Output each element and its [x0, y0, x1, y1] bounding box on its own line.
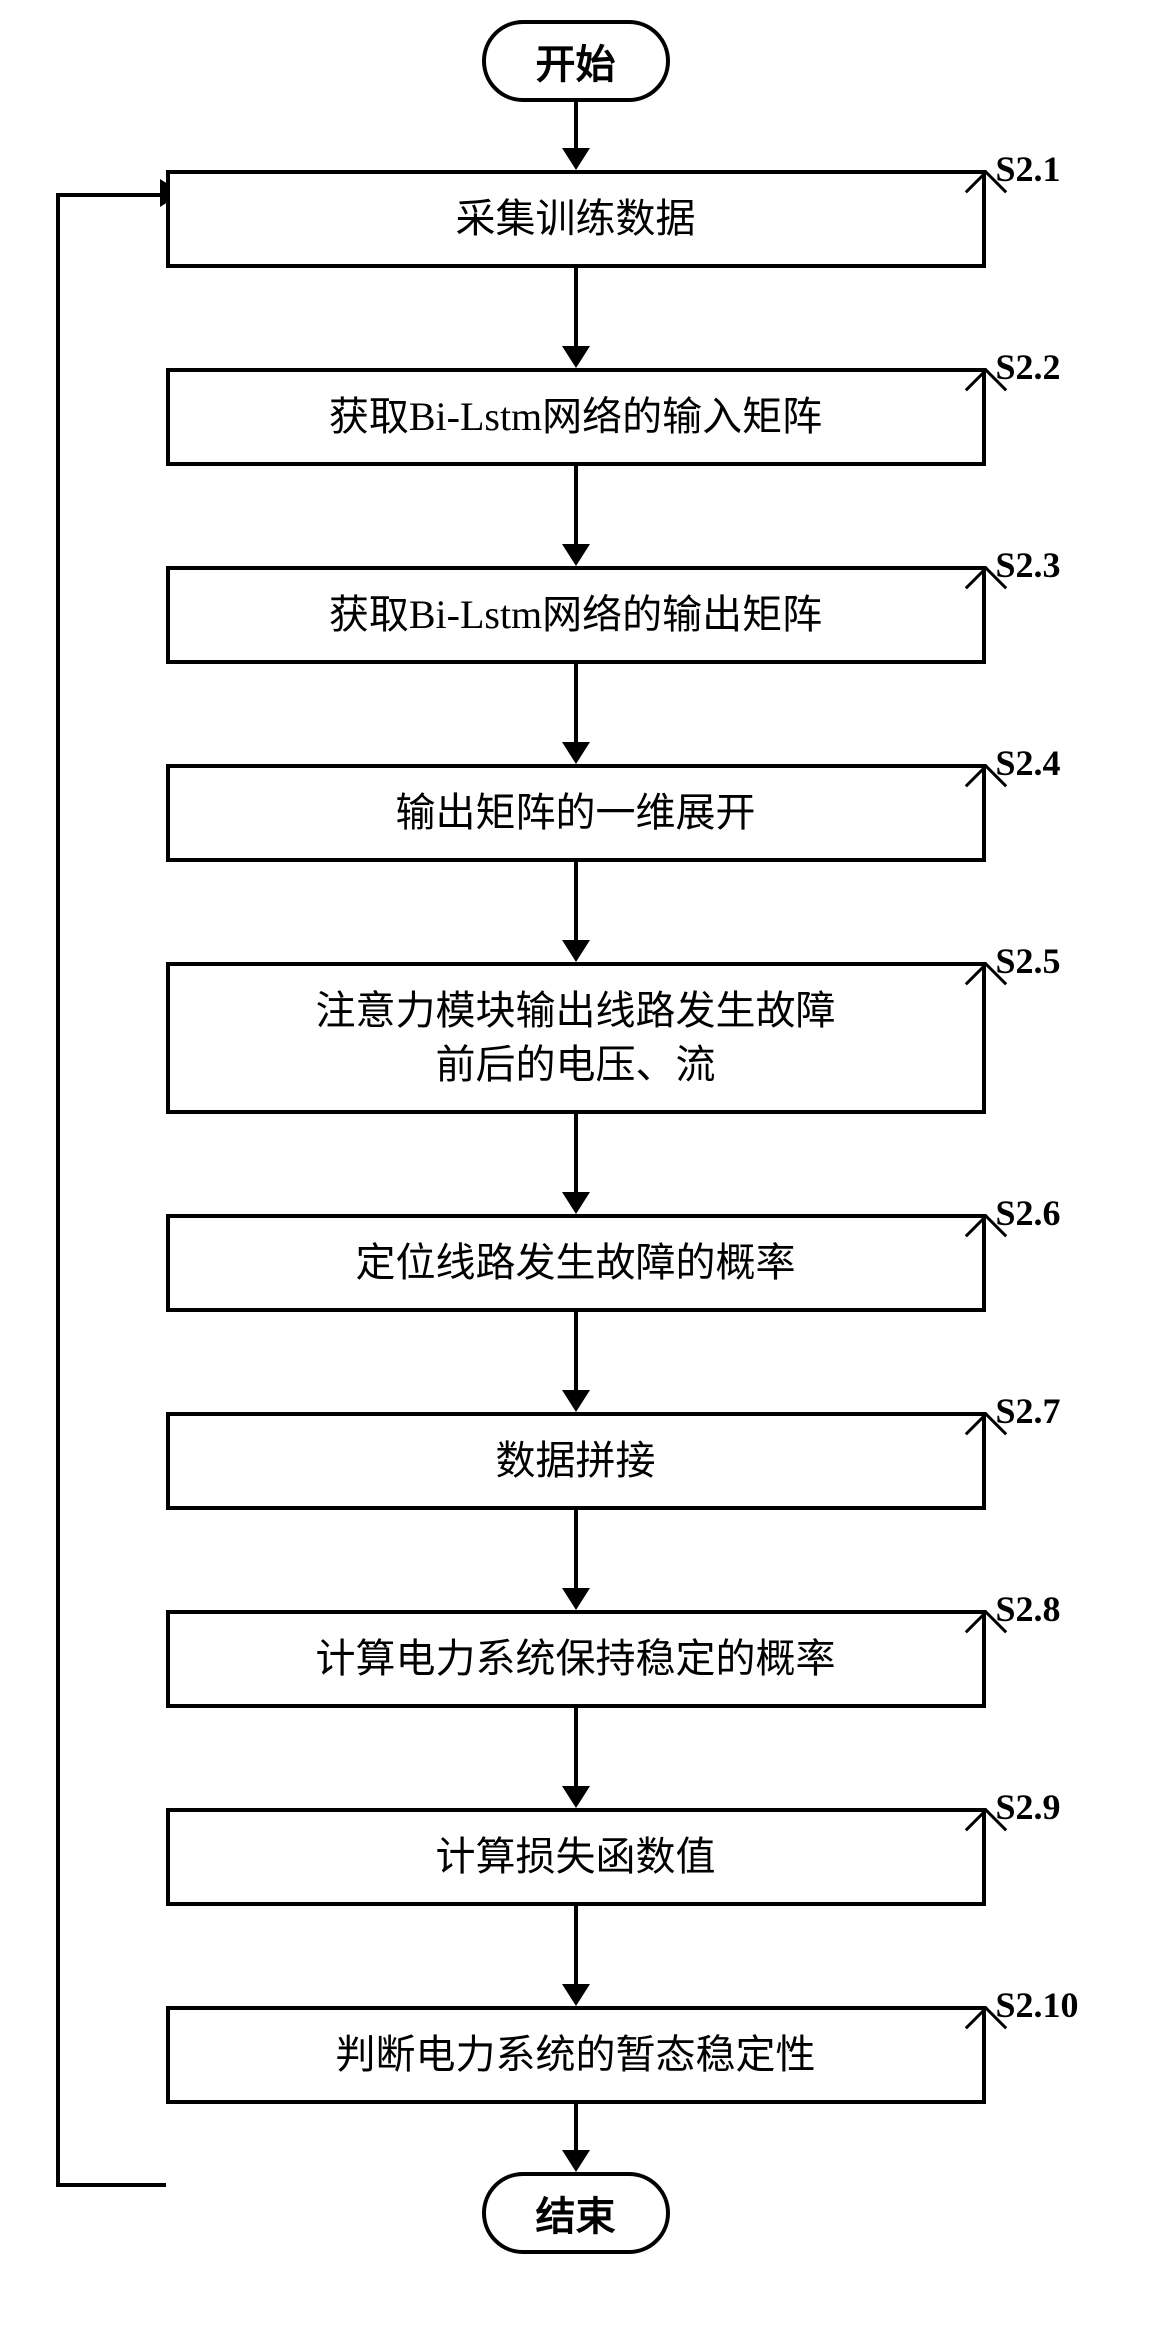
arrow-7-8	[562, 1510, 590, 1610]
process-text-4: 输出矩阵的一维展开	[396, 786, 756, 840]
terminal-end: 结束	[482, 2172, 670, 2254]
process-box-3: 获取Bi-Lstm网络的输出矩阵	[166, 566, 986, 664]
step-row-7: S2.7 数据拼接	[0, 1412, 1151, 1510]
step-label-5: S2.5	[996, 940, 1061, 982]
step-row-6: S2.6 定位线路发生故障的概率	[0, 1214, 1151, 1312]
step-label-7: S2.7	[996, 1390, 1061, 1432]
process-box-8: 计算电力系统保持稳定的概率	[166, 1610, 986, 1708]
arrow-8-9	[562, 1708, 590, 1808]
terminal-start-text: 开始	[536, 42, 616, 87]
arrow-10-end	[562, 2104, 590, 2172]
step-label-3: S2.3	[996, 544, 1061, 586]
arrow-4-5	[562, 862, 590, 962]
process-text-7: 数据拼接	[496, 1434, 656, 1488]
step-label-4: S2.4	[996, 742, 1061, 784]
process-box-2: 获取Bi-Lstm网络的输入矩阵	[166, 368, 986, 466]
process-text-3: 获取Bi-Lstm网络的输出矩阵	[329, 588, 822, 642]
step-row-9: S2.9 计算损失函数值	[0, 1808, 1151, 1906]
arrow-2-3	[562, 466, 590, 566]
arrow-9-10	[562, 1906, 590, 2006]
process-box-5: 注意力模块输出线路发生故障 前后的电压、流	[166, 962, 986, 1114]
process-box-1: 采集训练数据	[166, 170, 986, 268]
process-box-6: 定位线路发生故障的概率	[166, 1214, 986, 1312]
step-label-8: S2.8	[996, 1588, 1061, 1630]
step-row-10: S2.10 判断电力系统的暂态稳定性	[0, 2006, 1151, 2104]
step-row-8: S2.8 计算电力系统保持稳定的概率	[0, 1610, 1151, 1708]
flowchart-container: 开始 S2.1 采集训练数据 S2.2 获取Bi-Lstm网络的输入矩阵 S2.…	[0, 20, 1151, 2254]
arrow-6-7	[562, 1312, 590, 1412]
process-box-9: 计算损失函数值	[166, 1808, 986, 1906]
arrow-1-2	[562, 268, 590, 368]
process-text-9: 计算损失函数值	[436, 1830, 716, 1884]
arrow-5-6	[562, 1114, 590, 1214]
step-label-1: S2.1	[996, 148, 1061, 190]
step-row-4: S2.4 输出矩阵的一维展开	[0, 764, 1151, 862]
process-box-7: 数据拼接	[166, 1412, 986, 1510]
process-box-4: 输出矩阵的一维展开	[166, 764, 986, 862]
step-label-9: S2.9	[996, 1786, 1061, 1828]
step-label-6: S2.6	[996, 1192, 1061, 1234]
process-text-2: 获取Bi-Lstm网络的输入矩阵	[329, 390, 822, 444]
process-text-1: 采集训练数据	[456, 192, 696, 246]
process-text-8: 计算电力系统保持稳定的概率	[316, 1632, 836, 1686]
process-text-10: 判断电力系统的暂态稳定性	[336, 2028, 816, 2082]
step-row-1: S2.1 采集训练数据	[0, 170, 1151, 268]
process-text-5: 注意力模块输出线路发生故障 前后的电压、流	[316, 984, 836, 1092]
step-row-5: S2.5 注意力模块输出线路发生故障 前后的电压、流	[0, 962, 1151, 1114]
process-box-10: 判断电力系统的暂态稳定性	[166, 2006, 986, 2104]
arrow-start-to-s1	[562, 102, 590, 170]
step-row-2: S2.2 获取Bi-Lstm网络的输入矩阵	[0, 368, 1151, 466]
step-label-2: S2.2	[996, 346, 1061, 388]
process-text-6: 定位线路发生故障的概率	[356, 1236, 796, 1290]
terminal-start: 开始	[482, 20, 670, 102]
arrow-3-4	[562, 664, 590, 764]
terminal-end-text: 结束	[536, 2194, 616, 2239]
step-row-3: S2.3 获取Bi-Lstm网络的输出矩阵	[0, 566, 1151, 664]
step-label-10: S2.10	[996, 1984, 1079, 2026]
